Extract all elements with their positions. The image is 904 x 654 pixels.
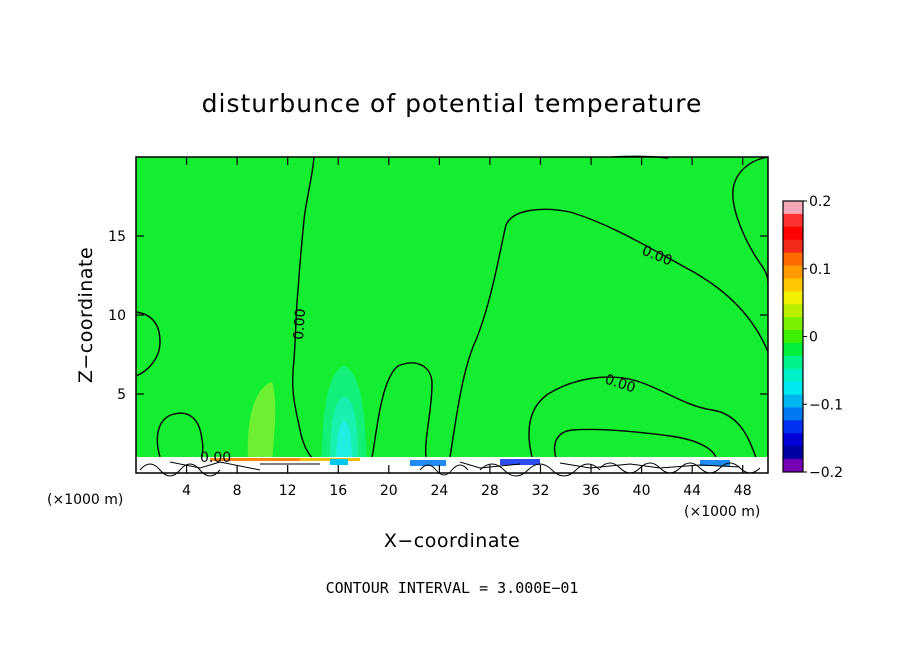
field-background — [136, 157, 768, 473]
colorbar-swatch — [783, 317, 803, 331]
colorbar-swatch — [783, 394, 803, 408]
colorbar-swatch — [783, 252, 803, 266]
colorbar — [782, 200, 804, 473]
colorbar-tick-label: 0.1 — [809, 262, 831, 278]
colorbar-swatch — [783, 213, 803, 228]
contour-label: 0.00 — [200, 450, 231, 466]
colorbar-swatch — [783, 330, 803, 344]
x-tick-label: 4 — [182, 483, 191, 499]
x-tick-label: 32 — [532, 483, 550, 499]
x-tick-label: 40 — [633, 483, 651, 499]
colorbar-tick-label: −0.2 — [809, 465, 843, 481]
warm-anomaly — [247, 382, 276, 460]
cold-anomaly — [322, 366, 366, 462]
colorbar-swatch — [783, 368, 803, 383]
colorbar-swatch — [783, 459, 803, 473]
colorbar-swatch — [783, 433, 803, 447]
colorbar-swatch — [783, 304, 803, 318]
colorbar-tick-label: −0.1 — [809, 397, 843, 413]
plot-area — [135, 155, 769, 477]
x-tick-label: 24 — [430, 483, 448, 499]
colorbar-swatch — [783, 226, 803, 241]
colorbar-swatch — [783, 355, 803, 370]
colorbar-tick-label: 0.2 — [809, 194, 831, 210]
colorbar-swatch — [783, 446, 803, 460]
contour-label: 0.00 — [291, 308, 309, 340]
colorbar-swatch — [783, 420, 803, 434]
x-tick-label: 8 — [233, 483, 242, 499]
colorbar-swatch — [783, 265, 803, 279]
x-axis-title: X−coordinate — [384, 530, 520, 552]
x-axis-unit: (×1000 m) — [684, 504, 760, 520]
colorbar-swatch — [783, 239, 803, 254]
colorbar-ticks: 0.2 0.1 0 −0.1 −0.2 — [803, 194, 843, 481]
contour-interval-note: CONTOUR INTERVAL = 3.000E−01 — [326, 579, 579, 597]
colorbar-swatch — [783, 342, 803, 357]
colorbar-swatch — [783, 381, 803, 395]
x-tick-label: 36 — [582, 483, 600, 499]
x-tick-label: 48 — [734, 483, 752, 499]
x-tick-label: 12 — [279, 483, 297, 499]
y-tick-label: 5 — [117, 387, 126, 403]
x-tick-label: 20 — [380, 483, 398, 499]
x-tick-label: 16 — [329, 483, 347, 499]
colorbar-swatch — [783, 278, 803, 292]
chart-title: disturbunce of potential temperature — [202, 89, 703, 118]
colorbar-tick-label: 0 — [809, 330, 818, 346]
y-axis-ticks: 5 10 15 — [108, 229, 768, 403]
y-axis-title: Z−coordinate — [75, 247, 97, 383]
colorbar-swatch — [783, 291, 803, 305]
z-axis-unit: (×1000 m) — [47, 492, 123, 508]
colorbar-swatch — [783, 407, 803, 421]
colorbar-swatch — [783, 201, 803, 215]
contour-lines — [135, 155, 769, 461]
surface-layer — [136, 457, 768, 477]
x-tick-label: 44 — [683, 483, 701, 499]
x-tick-label: 28 — [481, 483, 499, 499]
y-tick-label: 10 — [108, 308, 126, 324]
x-axis-ticks: 4 8 12 16 20 24 28 32 36 40 44 48 — [182, 157, 752, 499]
y-tick-label: 15 — [108, 229, 126, 245]
